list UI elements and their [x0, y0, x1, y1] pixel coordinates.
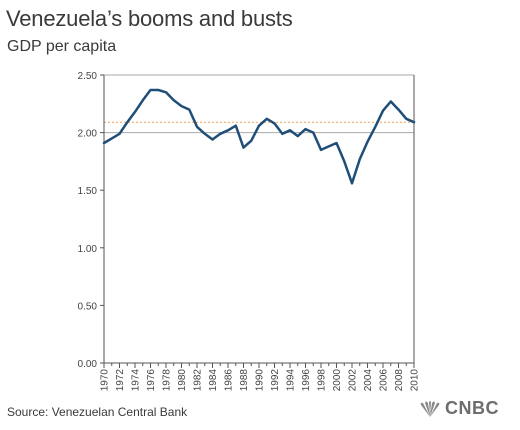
x-tick-label: 1974 — [131, 369, 142, 392]
y-tick-label: 1.00 — [78, 244, 98, 255]
y-tick-label: 2.50 — [78, 71, 98, 82]
axis-layer — [100, 74, 415, 368]
x-tick-label: 2006 — [379, 369, 390, 392]
logo-text: CNBC — [445, 398, 499, 418]
x-tick-label: 2002 — [348, 369, 359, 392]
series-layer — [102, 88, 416, 185]
y-tick-label: 2.00 — [78, 129, 98, 140]
x-tick-label: 1976 — [146, 369, 157, 392]
x-tick-label: 1996 — [301, 369, 312, 392]
source-note: Source: Venezuelan Central Bank — [7, 405, 188, 419]
tick-label-layer: 0.00 0.50 1.00 1.50 2.00 2.50 1970 1972 1974 1976… — [78, 71, 421, 391]
x-tick-label: 1970 — [100, 369, 111, 392]
x-tick-label: 1980 — [177, 369, 188, 392]
x-tick-label: 1990 — [255, 369, 266, 392]
chart-subtitle: GDP per capita — [7, 38, 117, 55]
x-tick-label: 1986 — [224, 369, 235, 392]
x-tick-label: 1978 — [162, 369, 173, 392]
gdp-series-line — [102, 88, 416, 185]
x-tick-label: 2008 — [394, 369, 405, 392]
x-tick-label: 2004 — [363, 369, 374, 392]
x-tick-label: 1982 — [193, 369, 204, 392]
y-tick-label: 1.50 — [78, 186, 98, 197]
x-tick-label: 1984 — [208, 369, 219, 392]
x-tick-label: 1992 — [270, 369, 281, 392]
x-tick-label: 1998 — [317, 369, 328, 392]
y-tick-label: 0.50 — [78, 301, 98, 312]
x-tick-label: 1988 — [239, 369, 250, 392]
x-tick-label: 2000 — [332, 369, 343, 392]
chart-title: Venezuela’s booms and busts — [6, 6, 293, 31]
y-tick-label: 0.00 — [78, 359, 98, 370]
grid-layer — [104, 74, 414, 134]
cnbc-logo: CNBC — [418, 398, 499, 419]
x-tick-label: 1994 — [286, 369, 297, 392]
x-tick-label: 2010 — [410, 369, 421, 392]
x-tick-label: 1972 — [115, 369, 126, 392]
peacock-icon — [420, 400, 440, 417]
